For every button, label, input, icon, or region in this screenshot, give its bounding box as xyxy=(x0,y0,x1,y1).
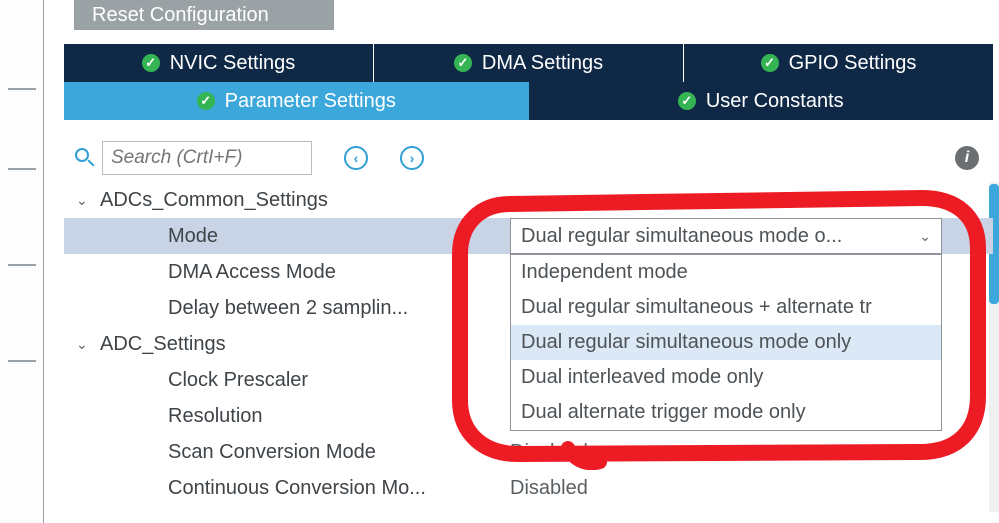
group-label: ADCs_Common_Settings xyxy=(100,189,328,212)
tab-gpio-settings[interactable]: ✓ GPIO Settings xyxy=(684,44,993,82)
dropdown-option[interactable]: Independent mode xyxy=(511,255,941,290)
left-divider-rail xyxy=(0,0,44,523)
param-value: Disabled xyxy=(510,441,588,464)
group-label: ADC_Settings xyxy=(100,333,226,356)
param-label: DMA Access Mode xyxy=(168,261,336,284)
sub-tab-row: ✓ Parameter Settings ✓ User Constants xyxy=(64,82,993,120)
param-value: Disabled xyxy=(510,477,588,500)
dropdown-option[interactable]: Dual regular simultaneous + alternate tr xyxy=(511,290,941,325)
tree-group-adcs-common[interactable]: ⌄ ADCs_Common_Settings xyxy=(64,182,993,218)
check-icon: ✓ xyxy=(454,54,472,72)
tree-param-continuous-conversion[interactable]: Continuous Conversion Mo... Disabled xyxy=(64,470,993,506)
param-label: Clock Prescaler xyxy=(168,369,308,392)
prev-match-button[interactable]: ‹ xyxy=(344,146,368,170)
check-icon: ✓ xyxy=(142,54,160,72)
param-label: Mode xyxy=(168,225,218,248)
tree-param-scan-conversion[interactable]: Scan Conversion Mode Disabled xyxy=(64,434,993,470)
search-input[interactable] xyxy=(102,141,312,175)
reset-configuration-button[interactable]: Reset Configuration xyxy=(74,0,334,30)
dropdown-option[interactable]: Dual interleaved mode only xyxy=(511,360,941,395)
mode-dropdown-list: Independent mode Dual regular simultaneo… xyxy=(510,254,942,431)
chevron-down-icon: ⌄ xyxy=(919,228,931,245)
tab-dma-settings[interactable]: ✓ DMA Settings xyxy=(374,44,684,82)
check-icon: ✓ xyxy=(761,54,779,72)
config-panel: Reset Configuration ✓ NVIC Settings ✓ DM… xyxy=(44,0,999,523)
rail-tick xyxy=(8,360,36,374)
tab-label: GPIO Settings xyxy=(789,52,917,75)
check-icon: ✓ xyxy=(678,92,696,110)
info-icon[interactable]: i xyxy=(955,146,979,170)
param-label: Scan Conversion Mode xyxy=(168,441,376,464)
check-icon: ✓ xyxy=(197,92,215,110)
rail-tick xyxy=(8,264,36,278)
chevron-down-icon: ⌄ xyxy=(76,336,94,353)
next-match-button[interactable]: › xyxy=(400,146,424,170)
tab-parameter-settings[interactable]: ✓ Parameter Settings xyxy=(64,82,529,120)
chevron-down-icon: ⌄ xyxy=(76,192,94,209)
search-icon[interactable] xyxy=(74,147,96,169)
dropdown-option[interactable]: Dual alternate trigger mode only xyxy=(511,395,941,430)
tab-label: User Constants xyxy=(706,90,844,113)
tab-label: DMA Settings xyxy=(482,52,603,75)
param-label: Delay between 2 samplin... xyxy=(168,297,408,320)
dropdown-option[interactable]: Dual regular simultaneous mode only xyxy=(511,325,941,360)
param-label: Continuous Conversion Mo... xyxy=(168,477,426,500)
rail-tick xyxy=(8,168,36,182)
search-toolbar: ‹ › i xyxy=(74,138,979,178)
top-tab-row: ✓ NVIC Settings ✓ DMA Settings ✓ GPIO Se… xyxy=(64,44,993,82)
mode-dropdown[interactable]: Dual regular simultaneous mode o... ⌄ xyxy=(510,218,942,254)
tab-nvic-settings[interactable]: ✓ NVIC Settings xyxy=(64,44,374,82)
tab-user-constants[interactable]: ✓ User Constants xyxy=(529,82,994,120)
tab-label: Parameter Settings xyxy=(225,90,396,113)
dropdown-selected-text: Dual regular simultaneous mode o... xyxy=(521,225,913,248)
param-label: Resolution xyxy=(168,405,263,428)
tab-label: NVIC Settings xyxy=(170,52,296,75)
rail-tick xyxy=(8,88,36,102)
